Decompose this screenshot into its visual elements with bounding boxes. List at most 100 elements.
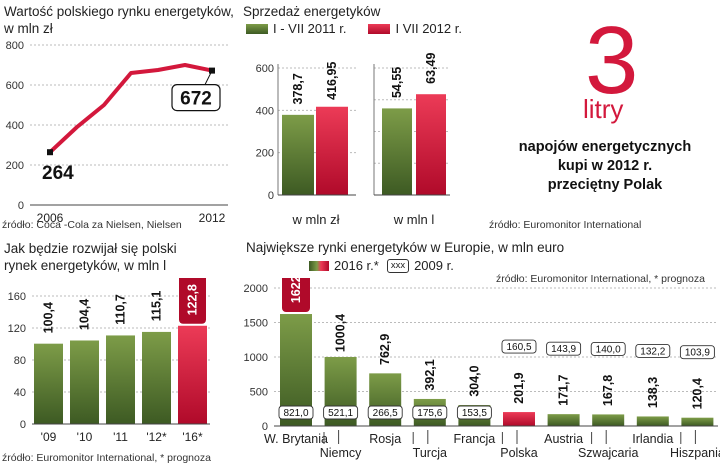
bar bbox=[681, 417, 714, 426]
legend-xxx-box: xxx bbox=[386, 258, 410, 273]
y-tick-label: 40 bbox=[14, 387, 26, 399]
data-label-2016: 1000,4 bbox=[334, 314, 348, 352]
data-label-2009: 821,0 bbox=[283, 408, 308, 419]
europe-source: źródło: Euromonitor International, * pro… bbox=[496, 273, 705, 285]
bar bbox=[70, 340, 99, 424]
europe-legend: 2016 r.* xxx 2009 r. bbox=[309, 258, 454, 273]
europe-title: Największe rynki energetyków w Europie, … bbox=[246, 240, 565, 255]
bar bbox=[316, 106, 348, 195]
callout-number: 3 bbox=[585, 7, 639, 114]
data-label-2016: 304,0 bbox=[467, 365, 481, 396]
y-tick-label: 600 bbox=[6, 80, 24, 92]
value-chart-title-line1: Wartość polskiego rynku energetyków, bbox=[4, 4, 234, 19]
x-tick-label: '10 bbox=[77, 430, 93, 444]
bar bbox=[142, 331, 171, 424]
x-axis-label: w mln l bbox=[393, 212, 435, 227]
data-label-2009-box bbox=[546, 341, 582, 356]
bar bbox=[547, 414, 580, 426]
callout-text-line3: przeciętny Polak bbox=[547, 177, 663, 193]
data-label-2009-box bbox=[635, 344, 671, 358]
x-tick-label: '09 bbox=[41, 430, 57, 444]
series-line bbox=[48, 63, 213, 154]
data-label-2016: 1622,9 bbox=[289, 278, 303, 303]
growth-title: Jak będzie rozwijał się polski rynek ene… bbox=[4, 240, 177, 274]
y-tick-label: 1000 bbox=[244, 352, 268, 364]
value-chart-title: Wartość polskiego rynku energetyków, w m… bbox=[4, 3, 234, 37]
value-chart-title-line2: w mln zł bbox=[4, 21, 53, 36]
data-label-2009: 266,5 bbox=[373, 408, 398, 419]
callout-leader bbox=[203, 70, 213, 87]
callout-text-line2: kupi w 2012 r. bbox=[557, 158, 653, 174]
data-label-2016: 138,3 bbox=[646, 377, 660, 408]
data-label-2009: 521,1 bbox=[328, 408, 353, 419]
data-label: 122,8 bbox=[186, 284, 200, 315]
data-label-end: 672 bbox=[180, 89, 212, 110]
growth-bar-chart: 0 40 80 120 160 100,4 '09 104,4 '10 110,7 '11 115,1… bbox=[8, 278, 210, 444]
y-tick-label: 0 bbox=[18, 200, 24, 212]
x-tick-label: Francja bbox=[454, 432, 496, 446]
x-tick-label: Rosja bbox=[369, 432, 401, 446]
data-label-2009: 103,9 bbox=[685, 348, 710, 359]
y-tick-label: 80 bbox=[14, 355, 26, 367]
data-label-start: 264 bbox=[42, 163, 74, 184]
x-tick-label: Irlandia bbox=[632, 432, 673, 446]
x-axis-label: w mln zł bbox=[292, 212, 340, 227]
x-tick-label: 2006 bbox=[37, 211, 64, 225]
sales-pln-bar-chart: 0 200 400 600 378,7 416,95 w mln zł bbox=[256, 62, 356, 227]
data-label-2016: 762,9 bbox=[378, 334, 392, 365]
bar bbox=[416, 94, 446, 195]
y-tick-label: 800 bbox=[6, 40, 24, 52]
x-tick-label: Austria bbox=[544, 432, 583, 446]
data-label-2009: 153,5 bbox=[462, 408, 487, 419]
y-tick-label: 200 bbox=[6, 160, 24, 172]
y-tick-label: 0 bbox=[262, 421, 268, 433]
data-label-2009: 132,2 bbox=[640, 346, 665, 357]
callout-source: źródło: Euromonitor International bbox=[489, 219, 642, 231]
data-label-2009-box bbox=[679, 345, 715, 360]
y-tick-label: 600 bbox=[256, 63, 274, 75]
y-tick-label: 400 bbox=[6, 120, 24, 132]
data-label-box bbox=[179, 278, 206, 324]
legend-2012-swatch bbox=[368, 23, 391, 34]
y-tick-label: 0 bbox=[268, 190, 274, 202]
data-label-2009-box bbox=[323, 405, 359, 420]
y-tick-label: 0 bbox=[20, 419, 26, 431]
callout-text-line1: napojów energetycznych bbox=[518, 139, 692, 155]
data-label-2009-box bbox=[456, 405, 492, 420]
endpoint-marker bbox=[47, 149, 53, 156]
europe-bar-chart: 0 500 1000 1500 2000 1622,9 821,0 W. Brytania 10… bbox=[244, 278, 720, 460]
bar bbox=[178, 325, 207, 424]
y-tick-label: 2000 bbox=[244, 283, 268, 295]
data-label-2016: 201,9 bbox=[512, 372, 526, 403]
y-tick-label: 1500 bbox=[244, 318, 268, 330]
data-label: 104,4 bbox=[78, 299, 92, 330]
market-value-line-chart: 0 200 400 600 800 264 672 2006 2012 bbox=[6, 40, 228, 225]
bar bbox=[592, 414, 625, 426]
legend-2009-label: 2009 r. bbox=[414, 258, 454, 273]
bar bbox=[382, 108, 412, 195]
data-label: 416,95 bbox=[325, 62, 339, 100]
data-label: 63,49 bbox=[424, 53, 438, 84]
y-tick-label: 160 bbox=[8, 291, 26, 303]
data-label-2016: 167,8 bbox=[601, 375, 615, 406]
legend-2012-label: I VII 2012 r. bbox=[395, 21, 462, 36]
x-tick-label: '16* bbox=[182, 430, 203, 444]
x-tick-label: Polska bbox=[500, 446, 538, 460]
y-tick-label: 200 bbox=[256, 148, 274, 160]
sales-title: Sprzedaż energetyków bbox=[243, 4, 381, 19]
bar bbox=[503, 412, 535, 426]
sales-litres-bar-chart: 54,55 63,49 w mln l bbox=[373, 53, 450, 227]
growth-title-line2: rynek energetyków, w mln l bbox=[4, 258, 167, 273]
data-label-end-box bbox=[171, 83, 221, 112]
data-label-2016: 171,7 bbox=[557, 374, 571, 405]
data-label-2009: 143,9 bbox=[551, 344, 576, 355]
legend-2011-swatch bbox=[246, 23, 268, 34]
legend-2016-label: 2016 r.* bbox=[334, 258, 379, 273]
data-label-2009-box bbox=[590, 341, 626, 356]
data-label-2009: 160,5 bbox=[506, 342, 531, 353]
legend-2011-label: I - VII 2011 r. bbox=[273, 21, 347, 36]
data-label-2016: 392,1 bbox=[423, 359, 437, 390]
bar bbox=[34, 343, 63, 424]
data-label-box bbox=[282, 278, 310, 313]
endpoint-marker bbox=[209, 67, 215, 74]
